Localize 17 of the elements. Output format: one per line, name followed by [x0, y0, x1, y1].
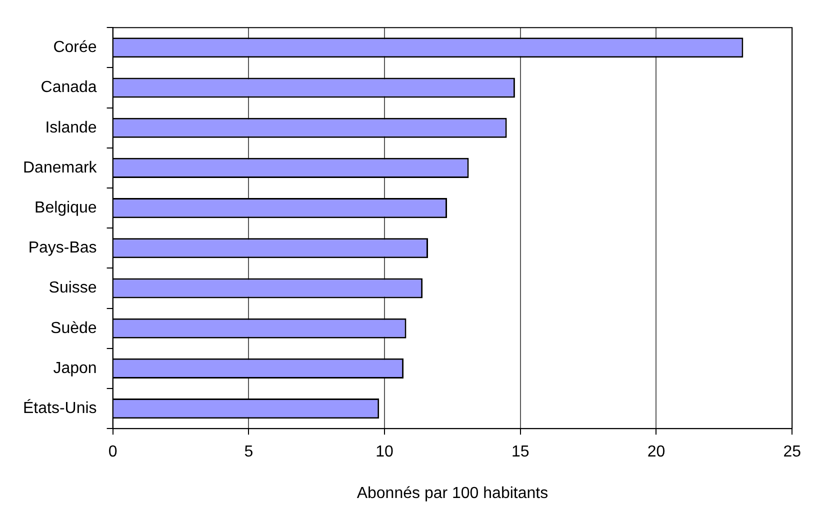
x-tick-label: 20	[647, 444, 666, 461]
y-tick-label: Belgique	[34, 199, 97, 216]
x-tick-label: 5	[244, 444, 254, 461]
x-tick-label: 10	[376, 444, 394, 461]
x-tick-label: 0	[108, 444, 118, 461]
y-tick-label: Danemark	[22, 159, 98, 176]
y-tick-label: Corée	[53, 39, 97, 56]
x-tick-label: 25	[783, 444, 802, 461]
y-tick-label: Japon	[53, 360, 97, 377]
y-tick-label: Suède	[50, 320, 97, 337]
y-tick-label: Canada	[40, 79, 97, 96]
y-tick-label: Pays-Bas	[28, 240, 97, 257]
x-axis-title: Abonnés par 100 habitants	[356, 484, 548, 502]
y-tick-label: Suisse	[48, 280, 97, 297]
y-tick-label: Islande	[45, 119, 97, 136]
x-tick-label: 15	[511, 444, 530, 461]
y-tick-label: États-Unis	[23, 398, 97, 417]
